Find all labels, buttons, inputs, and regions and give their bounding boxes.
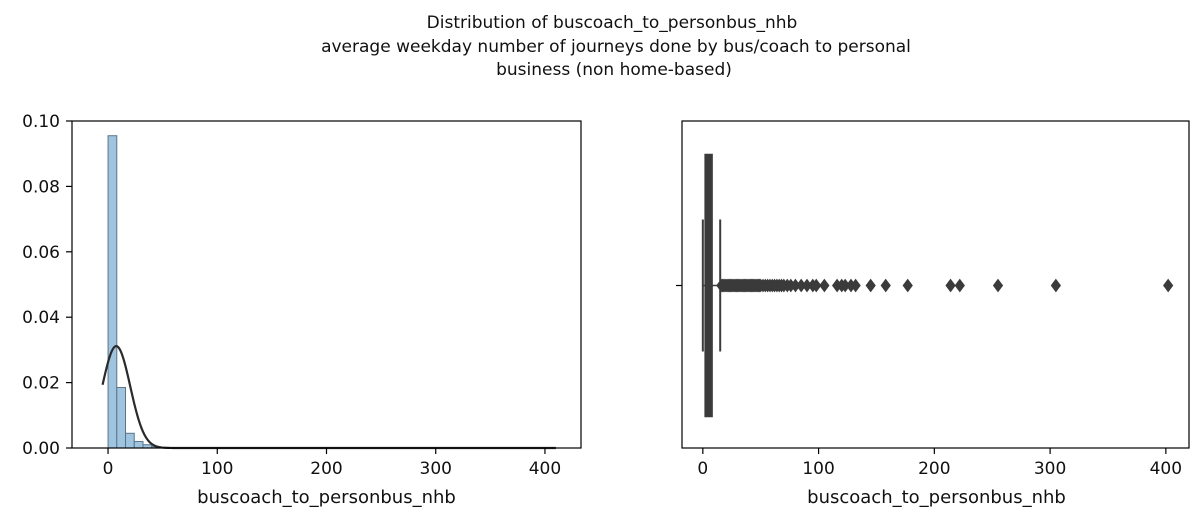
histogram-y-ticks: 0.00 0.02 0.04 0.06 0.08 0.10 (22, 112, 72, 459)
histogram-x-tick-label: 300 (420, 459, 452, 479)
boxplot-x-tick-label: 400 (1150, 459, 1182, 479)
histogram-x-tick-label: 200 (310, 459, 342, 479)
title-line-2: average weekday number of journeys done … (321, 37, 911, 57)
boxplot-x-ticks: 0 100 200 300 400 (697, 448, 1182, 479)
histogram-y-tick-label: 0.04 (22, 308, 60, 328)
histogram-y-tick-label: 0.00 (22, 439, 60, 459)
histogram-bars (107, 135, 170, 449)
histogram-y-tick-label: 0.06 (22, 243, 60, 263)
boxplot-outliers (716, 278, 1174, 293)
outlier-point (819, 278, 830, 293)
title-line-3: business (non home-based) (496, 60, 732, 80)
boxplot-x-axis-label: buscoach_to_personbus_nhb (807, 487, 1066, 508)
histogram-x-tick-label: 100 (201, 459, 233, 479)
outlier-point (865, 278, 876, 293)
outlier-point (1163, 278, 1174, 293)
histogram-x-ticks: 0 100 200 300 400 (103, 448, 561, 479)
histogram-bar-1 (116, 387, 127, 449)
normal-fit-curve (101, 344, 556, 450)
boxplot-x-tick-label: 200 (918, 459, 950, 479)
outlier-point (880, 278, 891, 293)
histogram-x-tick-label: 0 (103, 459, 114, 479)
histogram-axes-frame (71, 120, 582, 449)
histogram-panel: 0 100 200 300 400 0.00 0.02 0.04 0.06 0.08 0.10 b… (22, 112, 582, 508)
histogram-y-tick-label: 0.10 (22, 112, 60, 132)
histogram-y-tick-label: 0.02 (22, 374, 60, 394)
boxplot-x-tick-label: 300 (1034, 459, 1066, 479)
histogram-bar-0 (107, 135, 118, 449)
outlier-point (811, 278, 822, 293)
outlier-point (954, 278, 965, 293)
boxplot-x-tick-label: 100 (802, 459, 834, 479)
outlier-point (945, 278, 956, 293)
outlier-point (992, 278, 1004, 293)
boxplot-axes-frame (681, 120, 1190, 449)
boxplot-x-tick-label: 0 (697, 459, 708, 479)
histogram-bar-3 (133, 440, 144, 449)
figure-title: Distribution of buscoach_to_personbus_nh… (321, 13, 911, 80)
outlier-point (902, 278, 913, 293)
title-line-1: Distribution of buscoach_to_personbus_nh… (427, 13, 798, 33)
histogram-x-tick-label: 400 (529, 459, 561, 479)
histogram-bar-2 (125, 432, 135, 449)
boxplot-panel: 0 100 200 300 400 buscoach_to_personbus_nhb (676, 120, 1190, 508)
histogram-y-tick-label: 0.08 (22, 177, 60, 197)
outlier-point (850, 278, 861, 293)
histogram-x-axis-label: buscoach_to_personbus_nhb (197, 487, 456, 508)
outlier-point (1050, 278, 1062, 293)
